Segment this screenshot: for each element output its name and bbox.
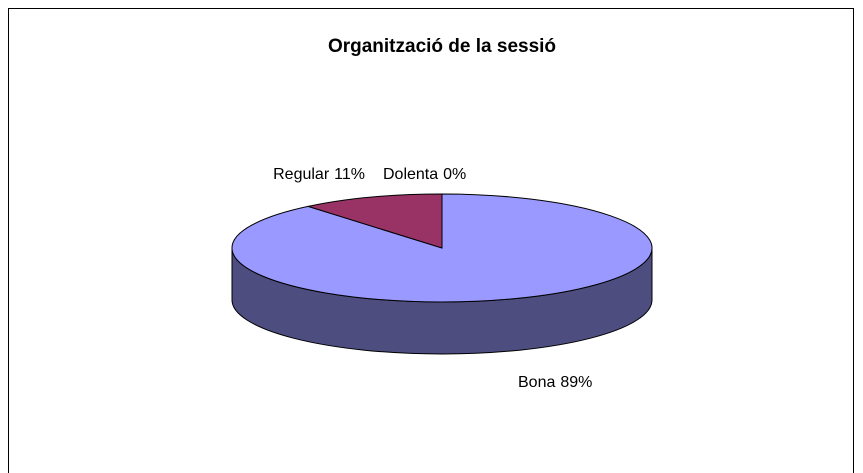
label-name: Dolenta bbox=[383, 166, 438, 183]
data-label: Dolenta 0% bbox=[383, 166, 466, 183]
data-label: Bona 89% bbox=[518, 374, 592, 391]
chart-title: Organització de la sessió bbox=[328, 36, 556, 57]
label-value: 89% bbox=[560, 374, 592, 391]
label-name: Regular bbox=[273, 166, 330, 183]
label-name: Bona bbox=[518, 374, 555, 391]
data-label: Regular 11% bbox=[273, 166, 365, 183]
label-value: 0% bbox=[443, 166, 466, 183]
slice bbox=[306, 193, 443, 249]
label-value: 11% bbox=[334, 166, 365, 183]
